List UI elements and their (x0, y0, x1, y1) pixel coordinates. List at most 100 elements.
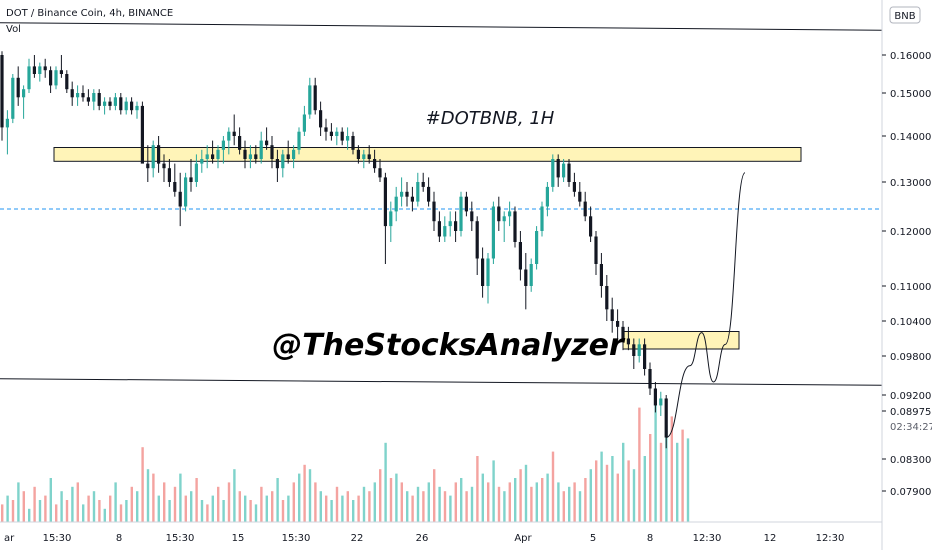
candle-body (43, 66, 47, 71)
volume-bar (605, 464, 609, 522)
candle-body (621, 326, 625, 339)
candle-body (475, 221, 479, 259)
volume-bar (524, 464, 528, 522)
candle-body (432, 201, 436, 222)
volume-bar (676, 442, 679, 522)
volume-bar (595, 460, 598, 522)
candle-body (205, 154, 209, 159)
candle-body (92, 93, 96, 102)
time-tick-label: 15:30 (282, 533, 311, 544)
trendline-layer (0, 22, 883, 386)
candle-body (32, 66, 36, 74)
volume-bar (659, 442, 663, 522)
candle-body (340, 131, 344, 141)
candle-body (81, 93, 85, 98)
candle-body (362, 154, 366, 159)
candle-body (502, 216, 506, 222)
volume-bar (217, 486, 220, 522)
candle-body (189, 177, 193, 182)
price-tick-label: 0.08300 (890, 455, 931, 466)
volume-bar (665, 425, 668, 522)
candle-body (427, 186, 431, 202)
volume-bar (492, 460, 495, 522)
volume-bar (38, 500, 42, 522)
candle-body (151, 145, 155, 169)
volume-bar (454, 482, 457, 522)
candle-body (135, 105, 139, 111)
candle-body (308, 85, 312, 115)
projection-layer (665, 172, 746, 439)
candle-body (302, 114, 306, 132)
time-tick-label: 26 (416, 533, 429, 544)
candle-body (270, 145, 274, 159)
volume-bar (1, 504, 4, 522)
volume-bar (71, 486, 74, 522)
candle-body (319, 110, 323, 128)
volume-bar (465, 491, 468, 522)
candle-body (540, 206, 544, 231)
candle-body (459, 196, 463, 231)
candle-body (524, 269, 528, 286)
candle-body (437, 221, 441, 237)
candle-body (216, 149, 220, 159)
candle-body (416, 182, 420, 202)
volume-bar (389, 478, 393, 522)
candle-body (22, 89, 26, 98)
candle-body (497, 206, 501, 222)
candle-body (556, 159, 560, 178)
candle-body (86, 97, 90, 102)
candle-body (594, 236, 598, 264)
volume-bar (557, 482, 560, 522)
zone-resistance (53, 147, 802, 162)
candle-body (448, 221, 452, 227)
volume-bar (319, 491, 322, 522)
candle-body (281, 154, 285, 169)
price-axis[interactable]: 0.16000 0.15000 0.14000 0.13000 0.12000 0.110… (881, 0, 932, 550)
candle-body (637, 344, 641, 356)
candle-body (610, 309, 614, 321)
volume-bar (109, 495, 112, 522)
volume-bar (49, 478, 52, 522)
candle-body (632, 344, 636, 356)
candle-body (335, 131, 339, 136)
volume-bar (654, 390, 657, 522)
volume-bar (400, 482, 403, 522)
volume-bar (168, 500, 171, 522)
volume-bar (276, 478, 279, 522)
volume-bar (292, 482, 295, 522)
volume-bar (530, 486, 533, 522)
volume-bar (141, 447, 144, 522)
candle-body (232, 131, 236, 136)
candle-body (5, 118, 9, 128)
volume-bar (487, 482, 490, 522)
candle-body (97, 93, 101, 106)
candle-body (464, 196, 468, 212)
candle-body (394, 196, 398, 212)
volume-bar (362, 486, 366, 522)
volume-bar (65, 500, 69, 522)
volume-bar (541, 478, 544, 522)
candle-body (508, 211, 512, 217)
candle-body (589, 216, 593, 237)
volume-bar (179, 473, 182, 522)
time-axis[interactable]: ar 15:30 8 15:30 15 15:30 22 26 Apr 5 8 12:30 12 12:3… (0, 521, 882, 544)
candle-body (194, 163, 198, 182)
candle-body (146, 163, 150, 169)
candle-body (211, 154, 215, 159)
price-tick-label: 0.07900 (890, 487, 931, 498)
candle-body (513, 211, 517, 242)
price-tick-label: 0.14000 (890, 132, 931, 143)
time-tick-label: 12:30 (693, 533, 722, 544)
volume-bar (314, 482, 317, 522)
candle-body (0, 55, 4, 128)
volume-bar (173, 486, 177, 522)
currency-badge[interactable]: BNB (889, 6, 921, 24)
price-tick-label: 0.16000 (890, 51, 931, 62)
candle-body (616, 321, 620, 327)
candle-body (27, 66, 31, 90)
candle-body (65, 74, 69, 90)
candle-body (16, 77, 20, 98)
trendline-upper (0, 22, 883, 31)
volume-bar (611, 456, 614, 522)
